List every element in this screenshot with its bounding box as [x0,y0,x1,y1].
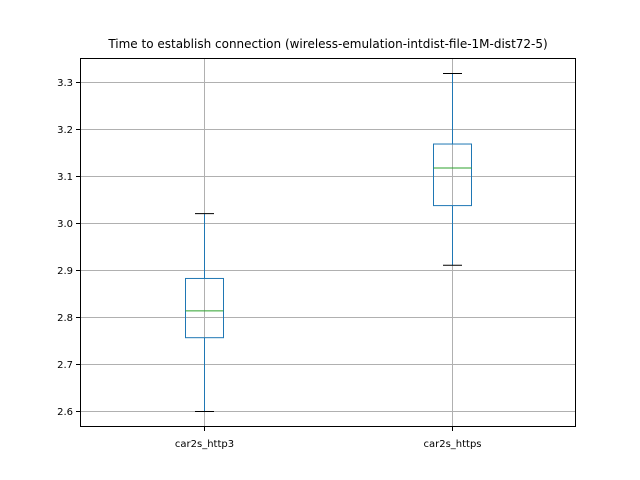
iqr-box [433,143,472,207]
boxes-layer [185,73,472,412]
y-tick-label: 3.0 [57,219,73,230]
y-tick-label: 2.9 [57,266,73,277]
y-axis: 2.6 2.7 2.8 2.9 3.0 3.1 3.2 3.3 [57,78,80,418]
y-tick-label: 3.1 [57,172,73,183]
y-tick-label: 2.6 [57,407,73,418]
iqr-box [185,277,224,339]
box-car2s_https [433,73,472,266]
chart-title: Time to establish connection (wireless-e… [107,37,547,51]
box-car2s_http3 [185,213,224,412]
plot-area-frame [80,58,576,427]
x-axis: car2s_http3 car2s_https [175,427,482,450]
y-tick-label: 3.3 [57,78,73,89]
y-tick-label: 2.7 [57,360,73,371]
y-tick-label: 2.8 [57,313,73,324]
x-tick-label: car2s_https [423,439,481,450]
x-tick-label: car2s_http3 [175,439,234,450]
y-tick-label: 3.2 [57,125,73,136]
